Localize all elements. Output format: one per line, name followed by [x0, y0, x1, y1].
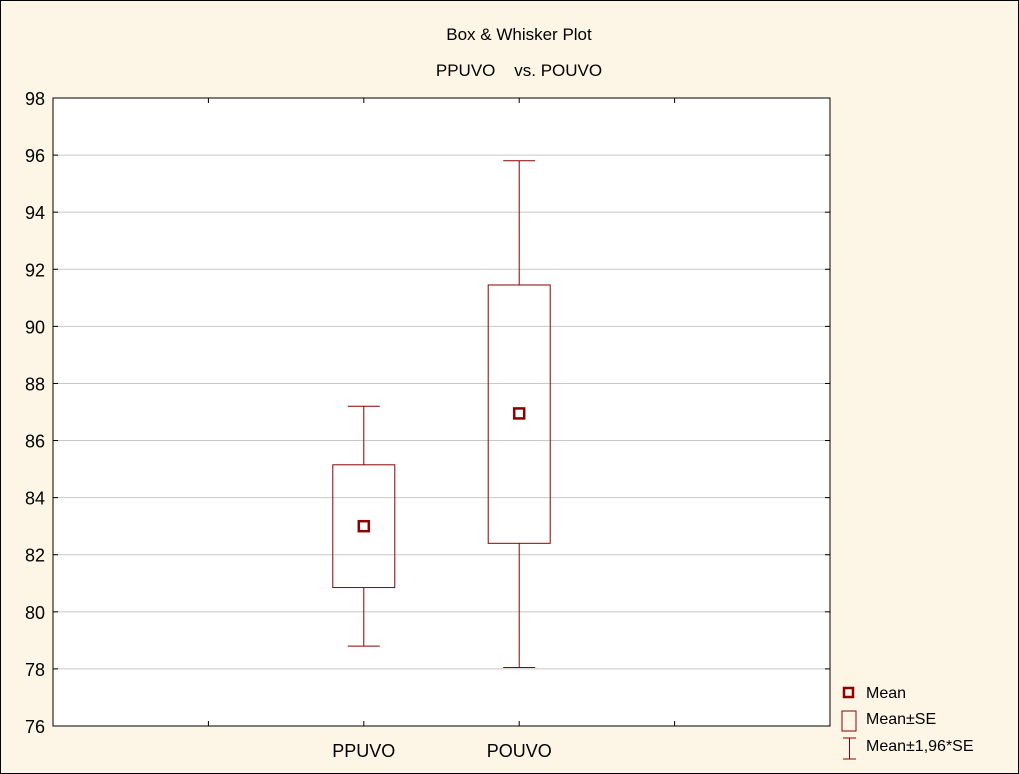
legend: Mean Mean±SE Mean±1,96*SE: [841, 685, 974, 760]
x-category-label: PPUVO: [332, 741, 395, 761]
marks-layer: [332, 160, 551, 668]
y-tick-label: 76: [25, 717, 45, 737]
x-category-label: POUVO: [487, 741, 552, 761]
legend-box-label: Mean±SE: [866, 711, 936, 728]
y-tick-label: 96: [25, 146, 45, 166]
box-group-ppuvo: [332, 405, 396, 647]
legend-whisker-label: Mean±1,96*SE: [866, 738, 974, 755]
ticks-layer: 76 78 80 82 84 86 88 90 92 94 96 98 PPUVO POUVO: [25, 89, 830, 761]
y-tick-label: 84: [25, 489, 45, 509]
chart-subtitle: PPUVO vs. POUVO: [436, 61, 602, 80]
y-tick-label: 78: [25, 660, 45, 680]
chart-title: Box & Whisker Plot: [446, 25, 592, 44]
grid-layer: [53, 154, 830, 670]
y-tick-label: 88: [25, 374, 45, 394]
legend-box-marker: [841, 710, 857, 732]
y-tick-label: 98: [25, 89, 45, 109]
mean-marker: [512, 407, 526, 420]
box-group-pouvo: [487, 160, 551, 668]
y-tick-label: 92: [25, 260, 45, 280]
mean-marker: [357, 519, 371, 533]
plot-area: [53, 98, 830, 726]
y-tick-label: 82: [25, 546, 45, 566]
legend-mean-marker: [842, 686, 855, 699]
y-tick-label: 86: [25, 432, 45, 452]
y-tick-label: 94: [25, 203, 45, 223]
legend-mean-label: Mean: [866, 685, 906, 702]
y-tick-label: 90: [25, 317, 45, 337]
plot-border: [52, 97, 831, 727]
se-box: [332, 464, 396, 589]
y-tick-label: 80: [25, 603, 45, 623]
se-box: [487, 284, 551, 544]
